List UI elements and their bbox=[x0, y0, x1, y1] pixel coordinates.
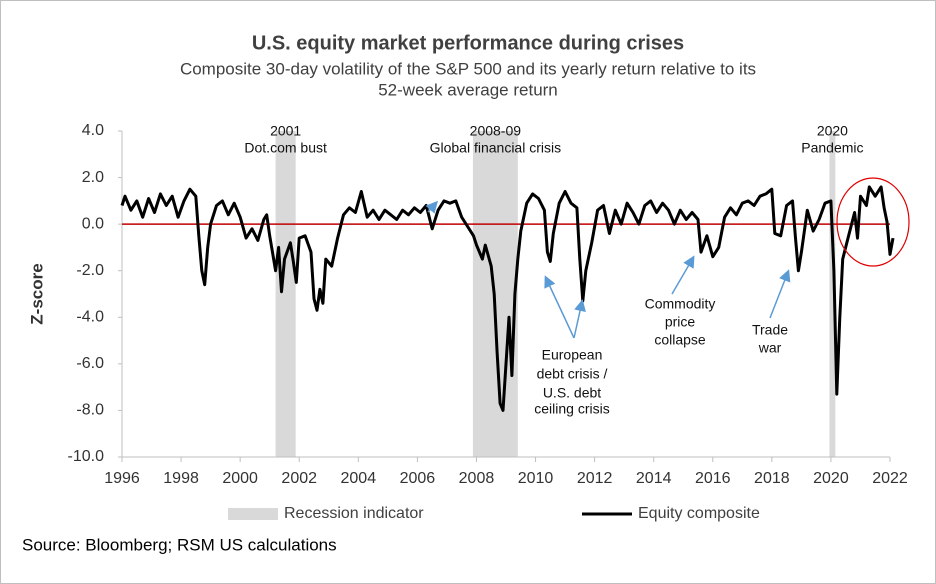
x-tick-label: 2000 bbox=[222, 470, 258, 487]
annotation-text: ceiling crisis bbox=[534, 401, 609, 417]
recession-label: Pandemic bbox=[801, 140, 863, 156]
x-tick-label: 2006 bbox=[400, 470, 436, 487]
x-tick-label: 2018 bbox=[754, 470, 790, 487]
recession-label: 2008-09 bbox=[470, 123, 522, 139]
series-line bbox=[120, 185, 895, 412]
y-tick-label: -8.0 bbox=[76, 402, 104, 419]
y-tick-label: 4.0 bbox=[82, 122, 104, 139]
x-tick-label: 2020 bbox=[813, 470, 849, 487]
legend-swatch bbox=[228, 508, 278, 520]
y-tick-label: -6.0 bbox=[76, 355, 104, 372]
recession-label: Global financial crisis bbox=[430, 140, 562, 156]
x-tick-label: 2016 bbox=[695, 470, 731, 487]
y-tick-label: -4.0 bbox=[76, 309, 104, 326]
chart-title: U.S. equity market performance during cr… bbox=[252, 32, 684, 54]
annotation-text: European bbox=[542, 347, 603, 363]
x-tick-label: 2012 bbox=[577, 470, 613, 487]
recession-band bbox=[275, 131, 296, 457]
x-tick-label: 1998 bbox=[163, 470, 199, 487]
annotation: European debt crisis / U.S. debt ceiling… bbox=[534, 296, 788, 417]
y-axis-title: Z-score bbox=[27, 263, 46, 324]
x-tick-label: 2010 bbox=[518, 470, 554, 487]
annotation-text: Commodity bbox=[645, 296, 716, 312]
chart-subtitle: Composite 30-day volatility of the S&P 5… bbox=[180, 59, 756, 78]
x-tick-label: 2004 bbox=[341, 470, 377, 487]
y-tick-label: -10.0 bbox=[68, 448, 105, 465]
y-tick-label: -2.0 bbox=[76, 262, 104, 279]
chart-subtitle: 52-week average return bbox=[378, 80, 558, 99]
x-tick-label: 2008 bbox=[459, 470, 495, 487]
recession-label: Dot.com bust bbox=[244, 140, 327, 156]
y-tick-label: 2.0 bbox=[82, 169, 104, 186]
annotation-arrows bbox=[425, 200, 791, 339]
y-tick-label: 0.0 bbox=[82, 215, 104, 232]
arrow bbox=[769, 269, 791, 319]
recession-label: 2001 bbox=[270, 123, 301, 139]
highlight-ellipse bbox=[836, 177, 910, 267]
legend-label: Equity composite bbox=[638, 505, 760, 522]
recession-band bbox=[829, 131, 836, 457]
arrow bbox=[573, 299, 586, 339]
source-note: Source: Bloomberg; RSM US calculations bbox=[22, 535, 337, 554]
annotation-text: collapse bbox=[654, 332, 706, 348]
annotation-text: war bbox=[758, 340, 782, 356]
arrow bbox=[544, 275, 575, 339]
legend-label: Recession indicator bbox=[284, 505, 424, 522]
annotation-text: debt crisis / bbox=[537, 366, 608, 382]
recession-label: 2020 bbox=[817, 123, 848, 139]
annotation-text: price bbox=[665, 314, 696, 330]
arrow bbox=[425, 200, 438, 214]
x-tick-label: 2014 bbox=[636, 470, 672, 487]
arrow bbox=[671, 255, 695, 295]
x-tick-label: 2022 bbox=[872, 470, 908, 487]
annotation-text: U.S. debt bbox=[543, 385, 601, 401]
x-tick-label: 2002 bbox=[281, 470, 317, 487]
x-tick-label: 1996 bbox=[104, 470, 140, 487]
annotation-text: Trade bbox=[752, 322, 788, 338]
